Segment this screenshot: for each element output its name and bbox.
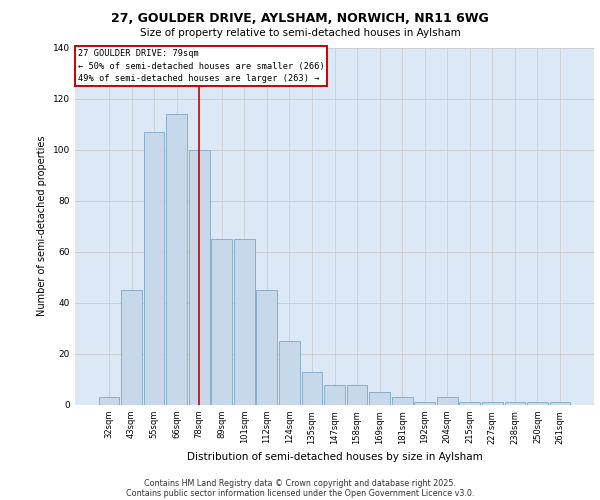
Bar [369, 392, 390, 405]
Bar [505, 402, 526, 405]
Bar [482, 402, 503, 405]
Bar [527, 402, 548, 405]
Bar [392, 398, 413, 405]
Text: Contains HM Land Registry data © Crown copyright and database right 2025.: Contains HM Land Registry data © Crown c… [144, 478, 456, 488]
Bar [415, 402, 435, 405]
Bar [143, 132, 164, 405]
Bar [98, 398, 119, 405]
Bar [550, 402, 571, 405]
X-axis label: Distribution of semi-detached houses by size in Aylsham: Distribution of semi-detached houses by … [187, 452, 482, 462]
Bar [460, 402, 480, 405]
Bar [166, 114, 187, 405]
Text: 27 GOULDER DRIVE: 79sqm
← 50% of semi-detached houses are smaller (266)
49% of s: 27 GOULDER DRIVE: 79sqm ← 50% of semi-de… [77, 50, 325, 84]
Bar [279, 341, 300, 405]
Bar [347, 384, 367, 405]
Bar [189, 150, 209, 405]
Text: Contains public sector information licensed under the Open Government Licence v3: Contains public sector information licen… [126, 488, 474, 498]
Bar [234, 239, 254, 405]
Bar [256, 290, 277, 405]
Bar [121, 290, 142, 405]
Text: 27, GOULDER DRIVE, AYLSHAM, NORWICH, NR11 6WG: 27, GOULDER DRIVE, AYLSHAM, NORWICH, NR1… [111, 12, 489, 26]
Bar [324, 384, 345, 405]
Y-axis label: Number of semi-detached properties: Number of semi-detached properties [37, 136, 47, 316]
Bar [211, 239, 232, 405]
Bar [437, 398, 458, 405]
Text: Size of property relative to semi-detached houses in Aylsham: Size of property relative to semi-detach… [140, 28, 460, 38]
Bar [302, 372, 322, 405]
